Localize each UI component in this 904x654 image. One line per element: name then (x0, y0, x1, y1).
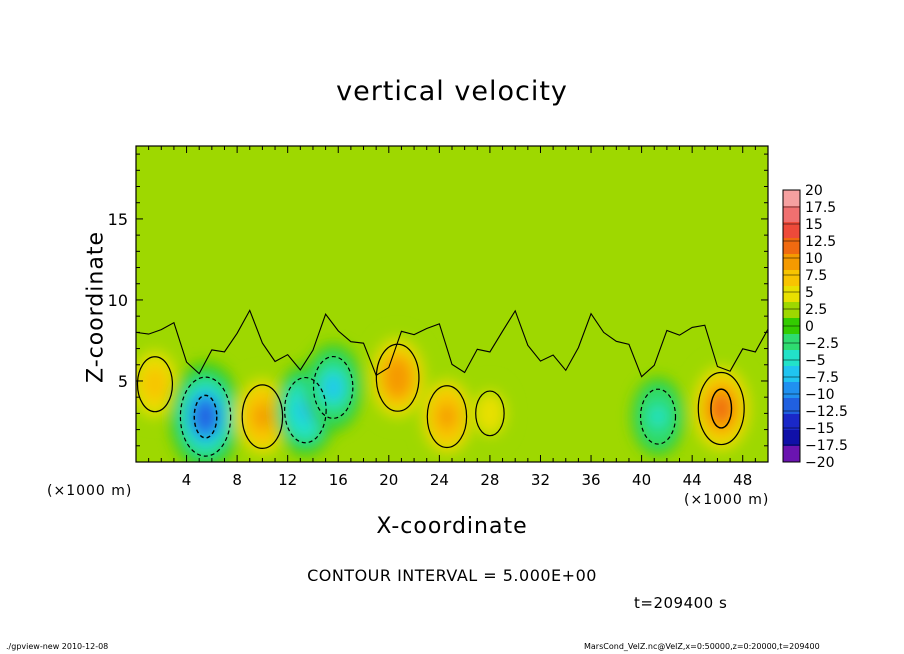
footer-program-label: ./gpview-new 2010-12-08 (6, 642, 109, 651)
colorbar-swatch-11 (783, 366, 800, 382)
colorbar-swatch-13 (783, 398, 800, 414)
x-tick-label-48: 48 (733, 471, 752, 489)
colorbar-swatch-0 (783, 190, 800, 206)
colorbar: 2017.51512.5107.552.50−2.5−5−7.5−10−12.5… (782, 183, 848, 471)
field-blob-4-4 (324, 375, 343, 400)
colorbar-swatch-6 (783, 286, 800, 302)
colorbar-swatch-4 (783, 254, 800, 270)
footer-dataset-label: MarsCond_VelZ.nc@VelZ,x=0:50000,z=0:2000… (584, 642, 820, 651)
field-blob-7-4 (482, 403, 498, 424)
field-blob-2-4 (253, 404, 272, 429)
x-tick-label-24: 24 (430, 471, 449, 489)
contour-outer-2 (241, 384, 284, 449)
colorbar-label-9: −2.5 (805, 336, 839, 352)
colorbar-label-12: −10 (805, 387, 835, 403)
contour-lines (136, 309, 768, 457)
colorbar-swatch-1 (783, 206, 800, 222)
colorbar-label-13: −12.5 (805, 404, 848, 420)
contour-outer-4 (312, 355, 354, 419)
x-tick-label-16: 16 (329, 471, 348, 489)
colorbar-label-0: 20 (805, 183, 823, 199)
colorbar-label-1: 17.5 (805, 200, 836, 216)
x-tick-label-12: 12 (278, 471, 297, 489)
colorbar-label-6: 5 (805, 285, 814, 301)
chart-title: vertical velocity (336, 76, 568, 107)
colorbar-label-14: −15 (805, 421, 835, 437)
x-tick-label-36: 36 (581, 471, 600, 489)
time-label: t=209400 s (634, 594, 728, 612)
x-tick-label-4: 4 (182, 471, 192, 489)
colorbar-label-15: −17.5 (805, 438, 848, 454)
contour-outer-8 (639, 388, 677, 445)
field-blob-0-4 (146, 373, 164, 396)
colorbar-swatch-3 (783, 238, 800, 254)
colorbar-label-16: −20 (805, 455, 835, 471)
contour-outer-6 (426, 385, 468, 449)
colorbar-label-3: 12.5 (805, 234, 836, 250)
colorbar-label-5: 7.5 (805, 268, 827, 284)
x-tick-label-44: 44 (683, 471, 702, 489)
y-tick-label-15: 15 (108, 210, 128, 229)
colorbar-label-7: 2.5 (805, 302, 827, 318)
colorbar-label-10: −5 (805, 353, 826, 369)
colorbar-swatch-7 (783, 302, 800, 318)
colorbar-swatch-2 (783, 222, 800, 238)
contour-outer-0 (136, 356, 174, 413)
colorbar-swatch-5 (783, 270, 800, 286)
contour-outer-7 (475, 390, 505, 437)
x-tick-label-28: 28 (480, 471, 499, 489)
contour-outer-1 (179, 376, 232, 457)
contour-inner-1 (193, 394, 218, 439)
colorbar-swatch-12 (783, 382, 800, 398)
colorbar-label-11: −7.5 (805, 370, 839, 386)
contour-zero-line (136, 309, 768, 378)
velocity-field (136, 146, 768, 462)
colorbar-label-8: 0 (805, 319, 814, 335)
colorbar-swatch-9 (783, 334, 800, 350)
x-tick-label-32: 32 (531, 471, 550, 489)
x-unit-label-right: (×1000 m) (684, 492, 770, 508)
field-blobs (136, 330, 755, 462)
x-axis-label: X-coordinate (376, 514, 528, 539)
field-blob-5-4 (388, 365, 408, 391)
colorbar-swatch-14 (783, 414, 800, 430)
x-tick-label-20: 20 (379, 471, 398, 489)
colorbar-swatch-15 (783, 430, 800, 446)
x-tick-label-40: 40 (632, 471, 651, 489)
x-unit-label-left: (×1000 m) (47, 483, 133, 499)
colorbar-label-2: 15 (805, 217, 823, 233)
contour-interval-label: CONTOUR INTERVAL = 5.000E+00 (307, 566, 597, 585)
field-blob-6-4 (437, 404, 456, 429)
contour-outer-3 (284, 376, 327, 444)
field-blob-9-4 (711, 395, 732, 422)
colorbar-label-4: 10 (805, 251, 823, 267)
contour-inner-9 (710, 388, 733, 429)
field-blob-1-4 (195, 402, 216, 431)
contour-outer-5 (375, 343, 420, 412)
contour-outer-9 (697, 371, 745, 446)
colorbar-swatch-10 (783, 350, 800, 366)
y-tick-label-10: 10 (108, 291, 128, 310)
y-tick-label-5: 5 (118, 372, 128, 391)
x-tick-label-8: 8 (232, 471, 242, 489)
colorbar-swatch-16 (783, 446, 800, 462)
field-blob-8-4 (649, 405, 667, 428)
